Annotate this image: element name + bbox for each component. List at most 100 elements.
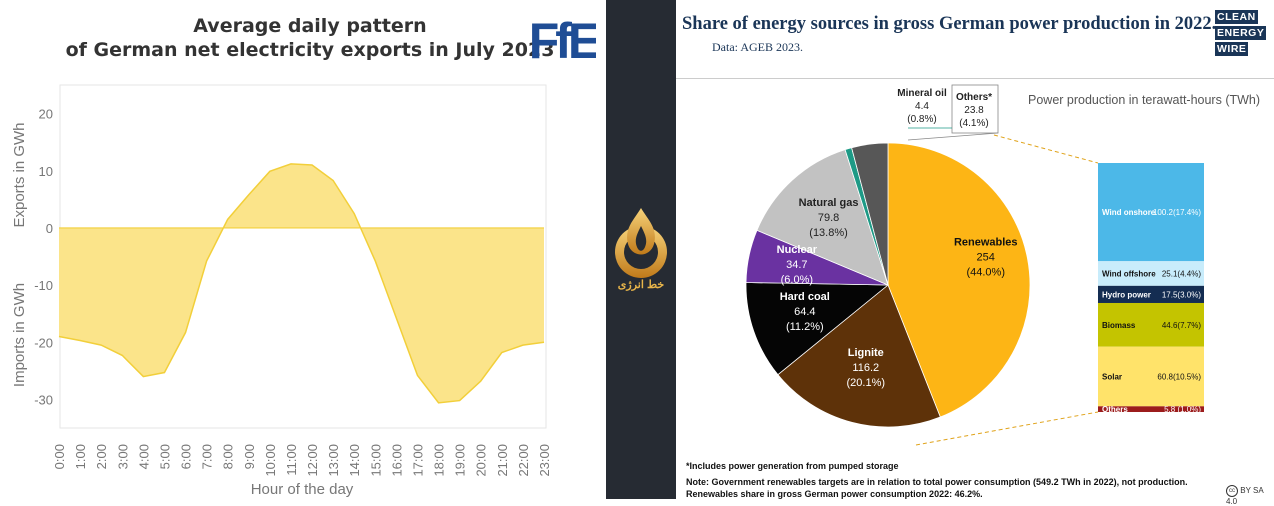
pie-label-name: Renewables — [954, 237, 1018, 249]
stack-segment-solar — [1098, 347, 1204, 407]
stack-label-value: 60.8(10.5%) — [1157, 373, 1201, 382]
pie-label-value: 34.7 — [786, 259, 807, 271]
left-title-line1: Average daily pattern — [60, 14, 560, 38]
ffe-logo-text: FfE — [530, 13, 596, 66]
left-title-line2: of German net electricity exports in Jul… — [60, 38, 560, 62]
stack-segment-biomass — [1098, 303, 1204, 347]
middle-divider: خط انرژی — [606, 0, 676, 499]
x-tick-label: 0:00 — [52, 444, 67, 469]
right-chart-panel: Share of energy sources in gross German … — [676, 0, 1274, 499]
mineral-oil-label-pct: (0.8%) — [907, 114, 936, 125]
x-tick-label: 2:00 — [94, 444, 109, 469]
x-tick-label: 15:00 — [368, 444, 383, 477]
connector-bottom — [916, 412, 1098, 445]
y-tick-label: 20 — [39, 107, 53, 122]
cew-logo-line2: ENERGY — [1215, 26, 1266, 40]
pie-slice-natural-gas — [757, 150, 888, 285]
x-axis-label: Hour of the day — [251, 481, 354, 498]
creative-commons-icon: cc — [1226, 485, 1238, 497]
x-tick-label: 20:00 — [474, 444, 489, 477]
y-tick-label: -30 — [34, 392, 53, 407]
x-tick-label: 16:00 — [389, 444, 404, 477]
x-tick-label: 13:00 — [326, 444, 341, 477]
stack-label-name: Hydro power — [1102, 290, 1151, 299]
y-tick-label: -10 — [34, 278, 53, 293]
others-label-pct: (4.1%) — [959, 118, 988, 129]
stack-label-value: 100.2(17.4%) — [1153, 208, 1201, 217]
stack-label-value: 17.5(3.0%) — [1162, 290, 1201, 299]
x-tick-label: 8:00 — [221, 444, 236, 469]
stack-segment-others — [1098, 406, 1204, 412]
pie-label-name: Lignite — [848, 347, 884, 359]
pie-label-pct: (11.2%) — [786, 321, 824, 333]
stack-label-value: 25.1(4.4%) — [1162, 270, 1201, 279]
x-tick-label: 18:00 — [432, 444, 447, 477]
x-tick-label: 11:00 — [284, 444, 299, 476]
y-tick-label: 10 — [39, 164, 53, 179]
pie-label-name: Natural gas — [799, 197, 859, 209]
area-line — [59, 164, 544, 403]
pie-label-value: 79.8 — [818, 212, 839, 224]
mineral-oil-label-value: 4.4 — [915, 101, 929, 112]
stack-segment-wind-onshore — [1098, 163, 1204, 261]
area-fill — [59, 164, 544, 403]
connector-top — [994, 135, 1098, 163]
stack-label-name: Others — [1102, 405, 1128, 414]
y-tick-label: 0 — [46, 221, 53, 236]
pie-label-pct: (44.0%) — [966, 267, 1005, 279]
x-tick-label: 17:00 — [410, 444, 425, 477]
y-axis-label-exports: Exports in GWh — [11, 122, 28, 227]
others-callout-box — [952, 85, 998, 133]
x-tick-label: 14:00 — [347, 444, 362, 477]
pie-slice-mineral-oil — [845, 148, 888, 285]
pie-chart-subtitle: Data: AGEB 2023. — [712, 40, 803, 55]
header-divider — [676, 78, 1274, 79]
pie-label-value: 64.4 — [794, 306, 815, 318]
mineral-oil-label-name: Mineral oil — [897, 88, 947, 99]
plot-frame — [60, 85, 546, 428]
khat-energy-logo: خط انرژی — [606, 200, 676, 320]
unit-label: Power production in terawatt-hours (TWh) — [1028, 93, 1260, 107]
khat-energy-logo-text: خط انرژی — [618, 279, 665, 291]
pie-label-name: Nuclear — [777, 244, 818, 256]
pie-chart-title: Share of energy sources in gross German … — [682, 14, 1216, 35]
x-tick-label: 6:00 — [179, 444, 194, 469]
x-tick-label: 21:00 — [495, 444, 510, 477]
stack-segment-wind-offshore — [1098, 261, 1204, 286]
others-label-value: 23.8 — [964, 105, 984, 116]
left-chart-panel: Average daily pattern of German net elec… — [0, 0, 606, 499]
x-tick-label: 10:00 — [263, 444, 278, 477]
stack-label-name: Wind onshore — [1102, 208, 1156, 217]
y-axis-label-imports: Imports in GWh — [11, 283, 28, 387]
pie-label-pct: (20.1%) — [847, 377, 886, 389]
pie-slice-lignite — [778, 285, 940, 427]
stack-label-name: Solar — [1102, 373, 1122, 382]
x-tick-label: 19:00 — [453, 444, 468, 477]
pie-slice-hard-coal — [746, 282, 888, 374]
pie-label-value: 116.2 — [852, 362, 879, 374]
x-tick-label: 22:00 — [516, 444, 531, 477]
footnote-consumption-share: Renewables share in gross German power c… — [686, 488, 983, 500]
x-tick-label: 3:00 — [115, 444, 130, 469]
license-badge: cc BY SA 4.0 — [1226, 485, 1274, 506]
y-tick-label: -20 — [34, 335, 53, 350]
ffe-logo: FfE — [530, 12, 596, 66]
pie-label-pct: (13.8%) — [809, 227, 848, 239]
stack-segment-hydro-power — [1098, 286, 1204, 303]
x-tick-label: 12:00 — [305, 444, 320, 477]
stack-label-name: Wind offshore — [1102, 270, 1156, 279]
stack-label-value: 44.6(7.7%) — [1162, 321, 1201, 330]
stack-label-name: Biomass — [1102, 321, 1136, 330]
pie-slice-nuclear — [746, 230, 888, 285]
pie-slice-renewables — [888, 143, 1030, 417]
footnote-targets: Note: Government renewables targets are … — [686, 476, 1188, 488]
stack-label-value: 5.8 (1.0%) — [1164, 405, 1201, 414]
pie-chart: Renewables254(44.0%)Lignite116.2(20.1%)H… — [676, 0, 1274, 499]
cew-logo-line3: WIRE — [1215, 42, 1248, 56]
x-tick-label: 1:00 — [73, 444, 88, 469]
x-tick-label: 4:00 — [136, 444, 151, 469]
pie-label-name: Hard coal — [780, 291, 830, 303]
x-tick-label: 7:00 — [200, 444, 215, 469]
x-tick-label: 9:00 — [242, 444, 257, 469]
